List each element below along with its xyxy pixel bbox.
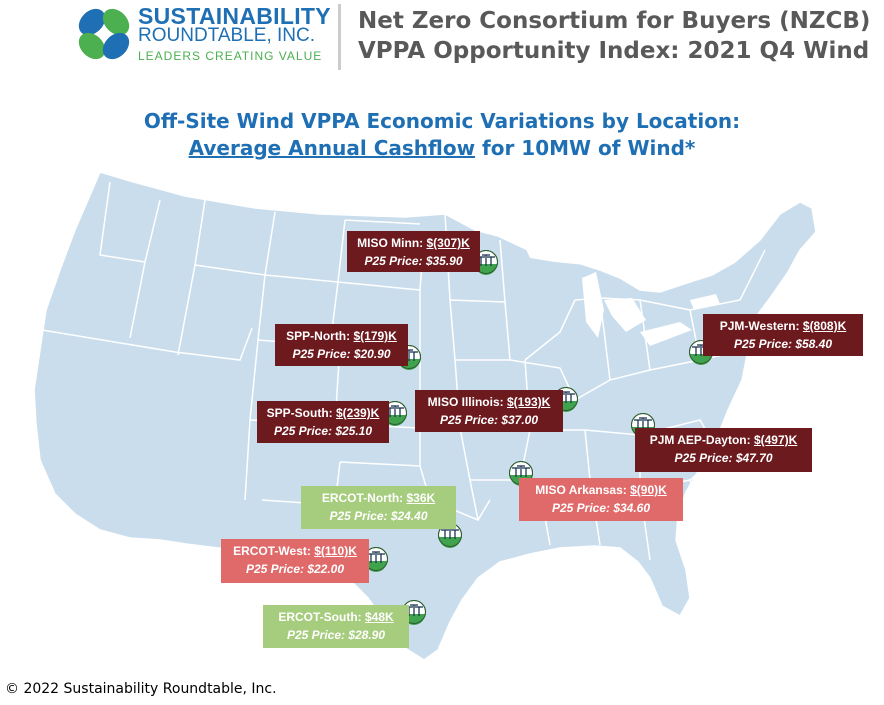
cashflow-value: $(110)K [314, 544, 357, 558]
cashflow-value: $(90)K [630, 483, 667, 497]
copyright-footer: © 2022 Sustainability Roundtable, Inc. [5, 681, 277, 697]
location-box-miso-arkansas: MISO Arkansas: $(90)K P25 Price: $34.60 [519, 478, 683, 521]
logo-text-line1: SUSTAINABILITY [138, 3, 331, 29]
location-name: SPP-South: [266, 406, 336, 420]
subtitle-rest: for 10MW of Wind* [475, 136, 696, 160]
wind-turbine-icon [438, 523, 462, 548]
location-box-miso-minn: MISO Minn: $(307)K P25 Price: $35.90 [347, 231, 480, 272]
cashflow-value: $(179)K [353, 329, 397, 343]
location-name: PJM AEP-Dayton: [649, 433, 754, 447]
p25-price: P25 Price: $37.00 [439, 413, 539, 427]
p25-price: P25 Price: $20.90 [292, 347, 391, 361]
cashflow-value: $(239)K [335, 406, 380, 420]
location-name: ERCOT-North: [321, 491, 407, 505]
logo-text-line2: ROUNDTABLE, INC. [138, 25, 316, 46]
location-box-ercot-north: ERCOT-North: $36K P25 Price: $24.40 [301, 486, 456, 529]
subtitle-line1: Off-Site Wind VPPA Economic Variations b… [143, 109, 741, 133]
logo-tagline: LEADERS CREATING VALUE [138, 49, 323, 63]
p25-price: P25 Price: $28.90 [286, 628, 386, 642]
location-name: ERCOT-West: [233, 544, 315, 558]
location-box-spp-north: SPP-North: $(179)K P25 Price: $20.90 [275, 324, 408, 366]
title-line1: Net Zero Consortium for Buyers (NZCB) [358, 8, 871, 34]
location-box-pjm-aep-dayton: PJM AEP-Dayton: $(497)K P25 Price: $47.7… [635, 428, 812, 472]
wind-turbine-icon [383, 401, 407, 426]
p25-price: P25 Price: $58.40 [733, 337, 833, 351]
location-name: PJM-Western: [719, 319, 803, 333]
company-logo: SUSTAINABILITY ROUNDTABLE, INC. LEADERS … [70, 0, 335, 70]
p25-price: P25 Price: $35.90 [364, 254, 463, 268]
cashflow-value: $(808)K [802, 319, 847, 333]
location-name: SPP-North: [286, 329, 354, 343]
cashflow-value: $(193)K [506, 395, 551, 409]
location-name: ERCOT-South: [278, 610, 365, 624]
p25-price: P25 Price: $34.60 [551, 501, 651, 515]
header-divider [338, 4, 341, 70]
subtitle-emphasis: Average Annual Cashflow [188, 136, 476, 160]
map-subtitle: Off-Site Wind VPPA Economic Variations b… [0, 108, 884, 162]
cashflow-value: $(307)K [426, 236, 470, 250]
location-name: MISO Minn: [357, 236, 427, 250]
p25-price: P25 Price: $47.70 [674, 451, 773, 465]
p25-price: P25 Price: $25.10 [273, 424, 373, 438]
leaf-logo-icon [78, 8, 130, 60]
location-box-miso-illinois: MISO Illinois: $(193)K P25 Price: $37.00 [415, 390, 563, 432]
subtitle-line2: Average Annual Cashflow for 10MW of Wind… [0, 135, 884, 162]
great-lakes [525, 247, 720, 346]
location-box-ercot-south: ERCOT-South: $48K P25 Price: $28.90 [263, 605, 409, 648]
location-box-ercot-west: ERCOT-West: $(110)K P25 Price: $22.00 [221, 539, 369, 583]
location-name: MISO Arkansas: [535, 483, 631, 497]
location-box-spp-south: SPP-South: $(239)K P25 Price: $25.10 [257, 401, 389, 443]
cashflow-value: $48K [364, 610, 394, 624]
location-box-pjm-western: PJM-Western: $(808)K P25 Price: $58.40 [703, 314, 863, 356]
cashflow-value: $(497)K [753, 433, 798, 447]
page-title: Net Zero Consortium for Buyers (NZCB) VP… [358, 6, 870, 66]
cashflow-value: $36K [406, 491, 436, 505]
location-name: MISO Illinois: [427, 395, 507, 409]
title-line2: VPPA Opportunity Index: 2021 Q4 Wind [358, 38, 870, 64]
p25-price: P25 Price: $24.40 [329, 509, 428, 523]
p25-price: P25 Price: $22.00 [245, 562, 345, 576]
